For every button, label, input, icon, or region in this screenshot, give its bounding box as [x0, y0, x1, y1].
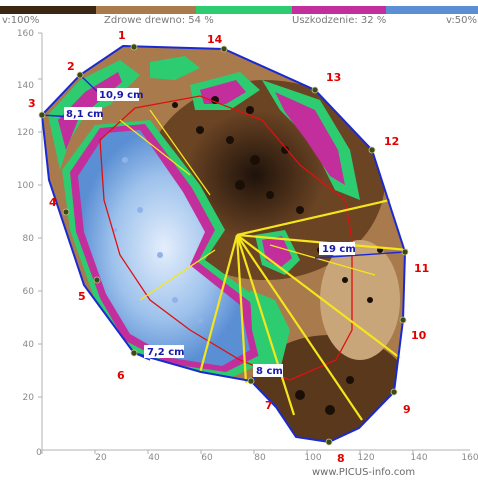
x-tick: 80: [254, 453, 266, 463]
axes: 0 20 40 60 80 100 120 140 160 20 40 60 8…: [17, 29, 478, 463]
measurement-label: 8,1 cm: [66, 109, 104, 120]
x-tick: 120: [357, 453, 374, 463]
x-tick: 0: [36, 448, 42, 458]
measurement-label: 19 cm: [322, 244, 356, 255]
y-tick: 80: [23, 234, 35, 244]
x-tick: 160: [461, 453, 478, 463]
credit-text: www.PICUS-info.com: [312, 467, 416, 478]
x-tick: 20: [95, 453, 107, 463]
scale-left-label: v:100%: [2, 15, 40, 26]
x-tick: 100: [304, 453, 321, 463]
scale-right-label: v:50%: [446, 15, 477, 26]
damage-contour: [99, 95, 353, 381]
sensor-number-1: 1: [118, 29, 126, 42]
scale-magenta: [292, 6, 386, 14]
y-tick: 120: [17, 128, 34, 138]
y-tick: 20: [23, 393, 35, 403]
sensor-number-2: 2: [67, 60, 75, 73]
measurement-label: 10,9 cm: [99, 90, 144, 101]
sensor-number-5: 5: [78, 290, 86, 303]
sensor-number-7: 7: [265, 399, 273, 412]
x-tick: 40: [148, 453, 160, 463]
color-scale-labels: v:100% Zdrowe drewno: 54 % Uszkodzenie: …: [0, 15, 478, 29]
measurement-label: 7,2 cm: [147, 347, 185, 358]
scale-blue: [386, 6, 478, 14]
sensor-number-6: 6: [117, 369, 125, 382]
color-scale-bar: [0, 6, 478, 14]
y-tick: 100: [17, 181, 34, 191]
scale-green: [196, 6, 292, 14]
sensor-number-4: 4: [49, 196, 57, 209]
healthy-wood-label: Zdrowe drewno: 54 %: [104, 15, 214, 26]
sensor-number-3: 3: [28, 97, 36, 110]
sensor-number-14: 14: [207, 33, 223, 46]
measurement-thin-lines: [119, 109, 376, 301]
scale-dark-brown: [0, 6, 96, 14]
sensor-points: [38, 43, 409, 446]
y-tick: 160: [17, 29, 34, 39]
sensor-number-10: 10: [411, 329, 427, 342]
y-tick: 140: [17, 81, 34, 91]
sensor-number-9: 9: [403, 403, 411, 416]
sensor-number-12: 12: [384, 135, 399, 148]
damage-label: Uszkodzenie: 32 %: [292, 15, 387, 26]
sensor-number-8: 8: [337, 452, 345, 465]
measurement-label: 8 cm: [256, 366, 283, 377]
scale-light-brown: [96, 6, 196, 14]
y-tick: 60: [23, 287, 35, 297]
sensor-number-13: 13: [326, 71, 341, 84]
sensor-number-11: 11: [414, 262, 429, 275]
x-tick: 60: [201, 453, 213, 463]
y-tick: 40: [23, 340, 35, 350]
x-tick: 140: [410, 453, 427, 463]
